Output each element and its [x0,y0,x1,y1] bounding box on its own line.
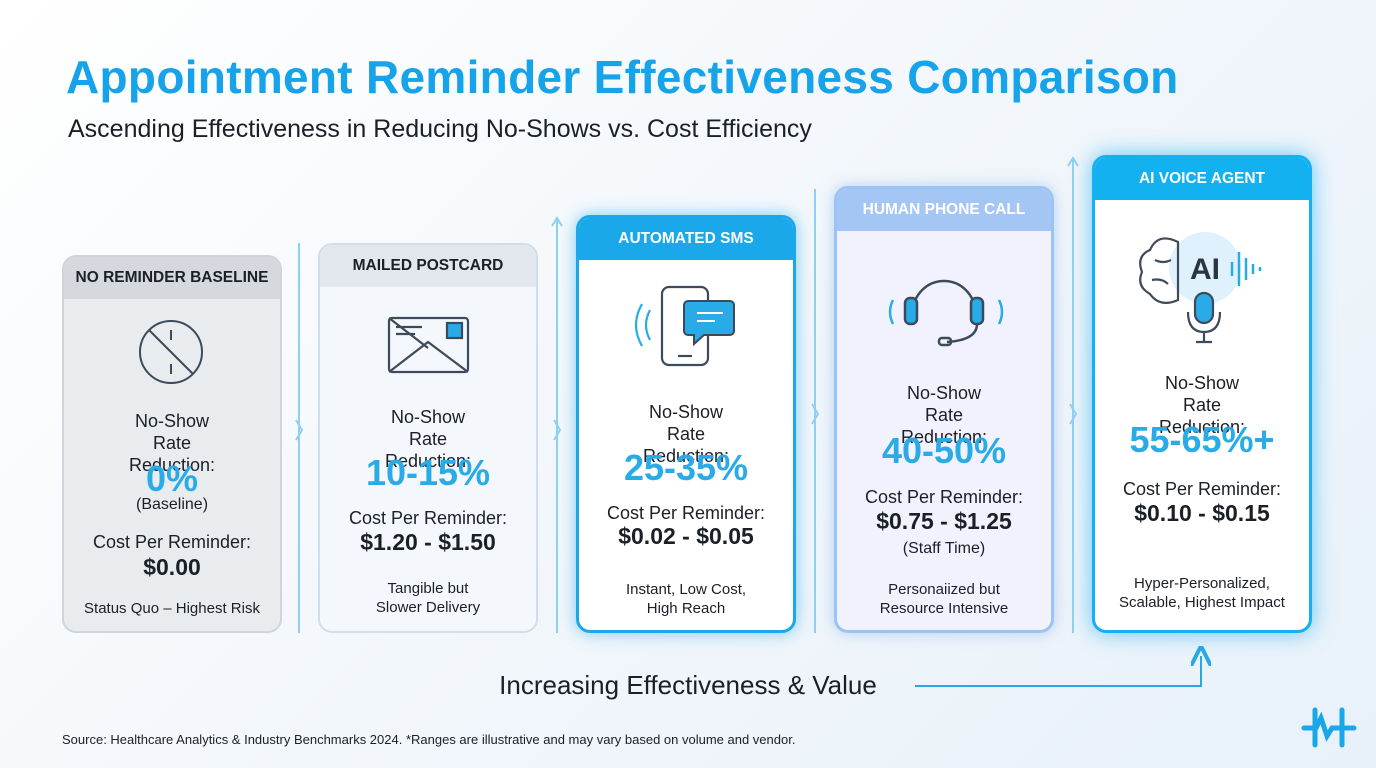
cost-label: Cost Per Reminder: [864,487,1024,507]
metric-note: (Baseline) [135,496,209,513]
card: AUTOMATED SMS No-Show Rate Reduction: 25-3… [576,215,796,633]
card: AI VOICE AGENT No-Show Rate Reduction: 55-… [1092,155,1312,633]
metric-label: No-Show Rate Reduction: [384,407,472,471]
description-line: Scalable, Highest Impact [1119,594,1285,611]
metric-value: 10-15% [365,452,491,493]
metric-value: 40-50% [881,430,1007,471]
description-line: Hyper-Personalized, [1134,575,1270,592]
subtitle: Ascending Effectiveness in Reducing No-S… [68,115,812,143]
card-header: AUTOMATED SMS [579,218,793,260]
description-line: Status Quo – Highest Risk [84,600,260,617]
description-line: Instant, Low Cost, [625,581,747,598]
source-note: Source: Healthcare Analytics & Industry … [62,732,796,747]
card: MAILED POSTCARD No-Show Rate Reduction: 10… [318,243,538,633]
metric-value: 25-35% [623,447,749,488]
cost-label: Cost Per Reminder: [348,508,508,528]
cost-value: $0.10 - $0.15 [1134,500,1270,526]
metric-value: 55-65%+ [1129,419,1275,460]
card-header: HUMAN PHONE CALL [837,189,1051,231]
cost-value: $1.20 - $1.50 [360,529,496,555]
cost-label: Cost Per Reminder: [606,503,766,523]
description-line: Tangible but [387,580,469,597]
cost-value: $0.75 - $1.25 [876,508,1012,534]
card: HUMAN PHONE CALL No-Show Rate Reduction: 4… [834,186,1054,633]
metric-label: No-Show Rate Reduction: [900,383,988,447]
flow-label: Increasing Effectiveness & Value [499,670,877,700]
cost-label: Cost Per Reminder: [92,532,252,552]
description-line: Slower Delivery [375,599,481,616]
description-line: Personaiized but [888,581,1000,598]
title: Appointment Reminder Effectiveness Compa… [66,51,1179,103]
cost-note: (Staff Time) [902,540,986,557]
cost-value: $0.00 [143,554,201,580]
description-line: Resource Intensive [879,600,1009,617]
card-header: MAILED POSTCARD [320,245,536,287]
cost-label: Cost Per Reminder: [1122,479,1282,499]
metric-label: No-Show Rate Reduction: [1158,373,1246,437]
card-header: AI VOICE AGENT [1095,158,1309,200]
cost-value: $0.02 - $0.05 [618,523,754,549]
metric-value: 0% [145,458,199,499]
card-header: NO REMINDER BASELINE [64,257,280,299]
description-line: High Reach [646,600,726,617]
metric-label: No-Show Rate Reduction: [128,411,216,475]
card: NO REMINDER BASELINE No-Show Rate Reducti… [62,255,282,633]
metric-label: No-Show Rate Reduction: [642,402,730,466]
